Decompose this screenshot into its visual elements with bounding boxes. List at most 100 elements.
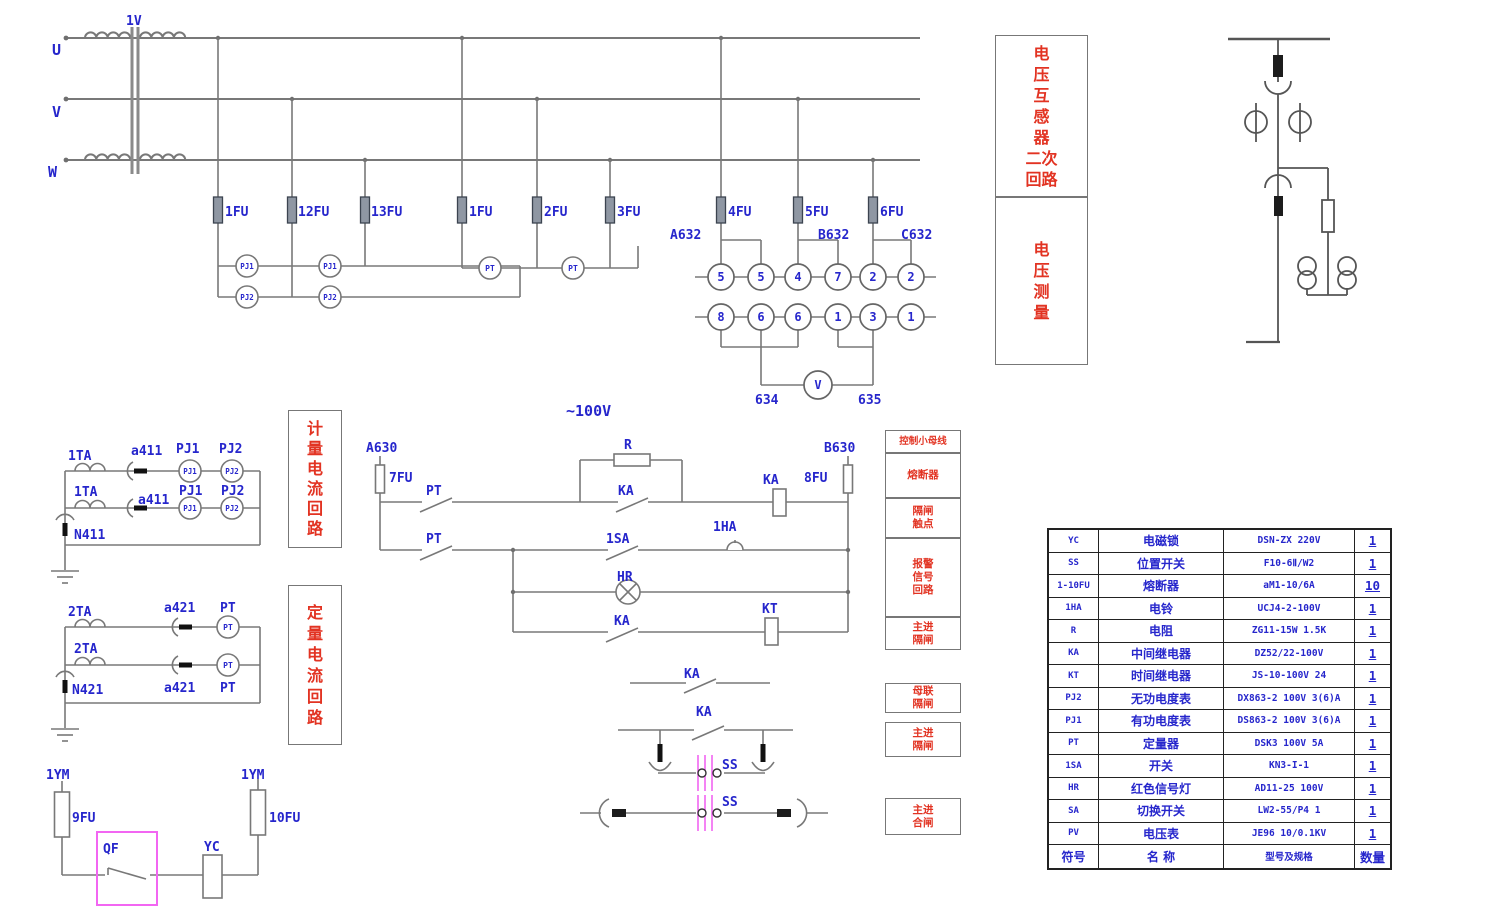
table-cell-symbol: SA xyxy=(1049,800,1099,823)
label-2ta: 2TA xyxy=(74,642,98,657)
label-c632: C632 xyxy=(901,228,932,243)
label-b630: B630 xyxy=(824,441,855,456)
terminal-number: 7 xyxy=(834,270,841,284)
terminal-number: 5 xyxy=(757,270,764,284)
table-cell-symbol: PJ1 xyxy=(1049,710,1099,733)
note-fixed-current-circuit: 定 量 电 流 回 路 xyxy=(288,585,342,745)
label-2ta: 2TA xyxy=(68,605,92,620)
meter-pj1: PJ1 xyxy=(323,262,337,271)
note-fuse: 熔断器 xyxy=(885,453,961,498)
label-1ym: 1YM xyxy=(46,768,70,783)
table-cell-qty: 1 xyxy=(1355,733,1390,755)
label-a632: A632 xyxy=(670,228,701,243)
meter-pj1: PJ1 xyxy=(240,262,254,271)
meter-pj2: PJ2 xyxy=(225,504,239,513)
terminal-number: 1 xyxy=(834,310,841,324)
meter-circle-icons xyxy=(235,254,585,309)
table-cell-model: JS-10-100V 24 xyxy=(1224,665,1355,688)
meter-pj2: PJ2 xyxy=(225,467,239,476)
note-bus-tie-switch: 母联 隔闸 xyxy=(885,683,961,713)
table-header-symbol: 符号 xyxy=(1049,845,1099,868)
terminal-number: 8 xyxy=(717,310,724,324)
feeder-wires xyxy=(217,38,936,386)
label-n421: N421 xyxy=(72,683,103,698)
voltmeter-label: V xyxy=(814,378,821,392)
label-634: 634 xyxy=(755,393,779,408)
note-metering-current-circuit: 计 量 电 流 回 路 xyxy=(288,410,342,548)
label-a421: a421 xyxy=(164,681,195,696)
table-cell-qty: 1 xyxy=(1355,530,1390,553)
label-a411: a411 xyxy=(131,444,162,459)
note-main-incoming-switch: 主进 隔闸 xyxy=(885,617,961,650)
label-fuse: 7FU xyxy=(389,471,413,486)
table-cell-model: JE96 10/0.1KV xyxy=(1224,822,1355,845)
label-b632: B632 xyxy=(818,228,849,243)
label-fuse: 3FU xyxy=(617,205,641,220)
metering-circuit-2 xyxy=(51,615,261,742)
note-main-incoming-close: 主进 合闸 xyxy=(885,798,961,835)
label-a421: a421 xyxy=(164,601,195,616)
table-cell-qty: 1 xyxy=(1355,778,1390,800)
meter-pj2: PJ2 xyxy=(323,293,337,302)
table-header-model: 型号及规格 xyxy=(1224,845,1355,868)
note-voltage-measurement: 电 压 测 量 xyxy=(995,197,1088,365)
table-cell-model: AD11-25 100V xyxy=(1224,777,1355,800)
label-fuse: 2FU xyxy=(544,205,568,220)
single-line-diagram xyxy=(1228,37,1357,344)
metering-circuit-1 xyxy=(51,459,261,584)
table-cell-qty: 1 xyxy=(1355,620,1390,643)
note-main-incoming-switch: 主进 隔闸 xyxy=(885,722,961,757)
table-cell-symbol: KA xyxy=(1049,642,1099,665)
label-qf: QF xyxy=(103,842,119,857)
label-ac100v: ~100V xyxy=(566,402,611,420)
transformer-core-icon xyxy=(130,27,140,174)
control-junction-dots xyxy=(510,547,851,595)
table-cell-model: KN3-I-1 xyxy=(1224,755,1355,778)
table-header-qty: 数量 xyxy=(1359,849,1385,865)
table-cell-symbol: PV xyxy=(1049,822,1099,845)
labels: 1V U V W 1FU 12FU 13FU 1FU 2FU 3FU 4FU 5… xyxy=(46,14,932,857)
component-table: YC 电磁锁 DSN-ZX 220V 1 SS 位置开关 F10-6Ⅱ/W2 1… xyxy=(1047,528,1392,870)
table-cell-symbol: PJ2 xyxy=(1049,687,1099,710)
terminal-number: 6 xyxy=(757,310,764,324)
lamp-hr: HR xyxy=(617,570,633,585)
note-alarm-signal-circuit: 报警 信号 回路 xyxy=(885,538,961,617)
label-phase-w: W xyxy=(48,163,58,181)
table-cell-symbol: YC xyxy=(1049,530,1099,553)
table-cell-symbol: HR xyxy=(1049,777,1099,800)
table-cell-name: 开关 xyxy=(1099,755,1224,778)
plug-ss: SS xyxy=(722,795,738,810)
table-cell-qty: 1 xyxy=(1355,665,1390,688)
terminal-number: 4 xyxy=(794,270,801,284)
table-cell-symbol: 1-10FU xyxy=(1049,575,1099,598)
label-pj2: PJ2 xyxy=(219,442,242,457)
contact-ka: KA xyxy=(696,705,712,720)
table-cell-name: 电磁锁 xyxy=(1099,530,1224,553)
table-cell-qty: 1 xyxy=(1355,755,1390,778)
table-cell-name: 位置开关 xyxy=(1099,552,1224,575)
table-cell-name: 定量器 xyxy=(1099,732,1224,755)
ss-plug-icons xyxy=(697,755,722,831)
note-aux-contact: 隔闸 触点 xyxy=(885,498,961,538)
label-phase-v: V xyxy=(52,103,61,121)
bell-1ha: 1HA xyxy=(713,520,737,535)
note-control-bus: 控制小母线 xyxy=(885,430,961,453)
label-fuse: 13FU xyxy=(371,205,402,220)
table-cell-model: ZG11-15W 1.5K xyxy=(1224,620,1355,643)
table-cell-qty: 1 xyxy=(1355,823,1390,845)
table-cell-model: DSK3 100V 5A xyxy=(1224,732,1355,755)
table-cell-model: UCJ4-2-100V xyxy=(1224,597,1355,620)
label-1ta: 1TA xyxy=(68,449,92,464)
label-pj1: PJ1 xyxy=(176,442,200,457)
lock-circuit xyxy=(53,779,267,899)
table-cell-model: DSN-ZX 220V xyxy=(1224,530,1355,553)
label-yc: YC xyxy=(204,840,220,855)
control-circuit-wires xyxy=(374,453,854,828)
contact-ka: KA xyxy=(684,667,700,682)
contact-ka: KA xyxy=(618,484,634,499)
table-cell-name: 熔断器 xyxy=(1099,575,1224,598)
table-cell-qty: 1 xyxy=(1355,643,1390,665)
label-pt: PT xyxy=(220,681,236,696)
label-fuse: 6FU xyxy=(880,205,904,220)
label-1v: 1V xyxy=(126,14,142,29)
